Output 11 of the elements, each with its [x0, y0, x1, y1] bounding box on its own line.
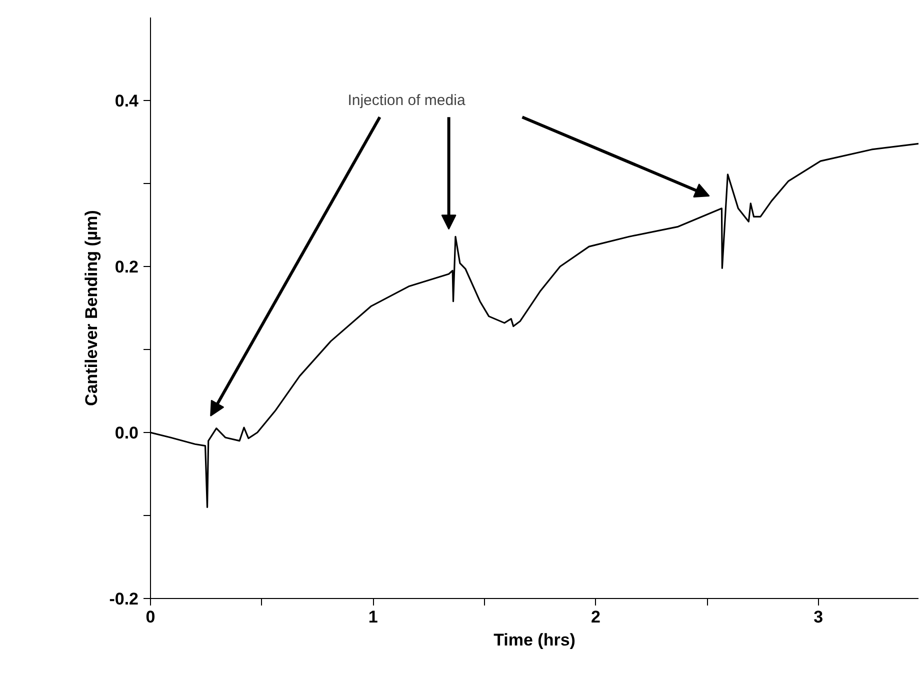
- y-tick-label: 0.0: [114, 424, 139, 442]
- x-tick-label: 3: [814, 608, 824, 626]
- y-tick-label: 0.4: [114, 92, 140, 110]
- x-tick-label: 1: [368, 608, 378, 626]
- y-axis-title: Cantilever Bending (µm): [82, 210, 102, 406]
- y-tick-label: -0.2: [109, 590, 139, 608]
- x-axis-title: Time (hrs): [494, 630, 576, 650]
- y-tick-label: 0.2: [114, 258, 139, 276]
- x-tick-label: 2: [590, 608, 600, 626]
- x-tick-label: 0: [146, 608, 156, 626]
- annotation: Injection of media: [348, 92, 466, 109]
